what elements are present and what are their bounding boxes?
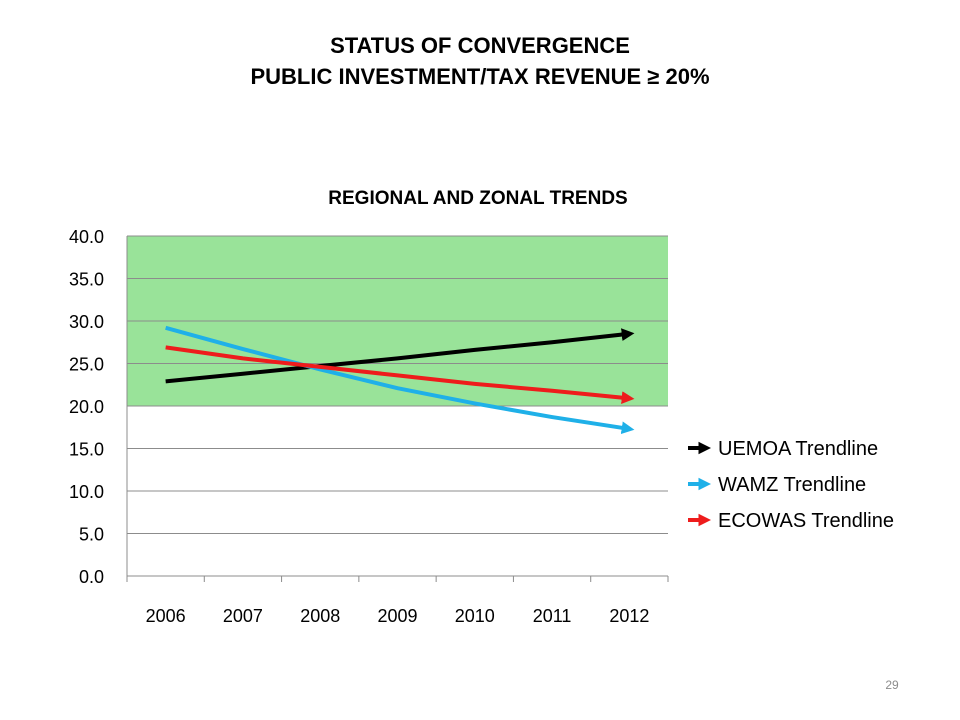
series-line: [165, 325, 635, 435]
y-tick-label: 10.0: [69, 482, 104, 502]
y-tick-label: 0.0: [79, 567, 104, 587]
series-lines: [165, 325, 635, 435]
y-axis: 0.0 5.0 10.0 15.0 20.0 25.0 30.0 35.0 40.0: [69, 227, 128, 587]
x-tick-label: 2007: [223, 606, 263, 626]
x-tick-label: 2010: [455, 606, 495, 626]
y-tick-label: 25.0: [69, 355, 104, 375]
page-number: 29: [885, 678, 899, 692]
legend-label: ECOWAS Trendline: [718, 510, 894, 532]
y-tick-label: 40.0: [69, 227, 104, 247]
series-line: [165, 345, 635, 404]
x-tick-label: 2008: [300, 606, 340, 626]
y-tick-label: 30.0: [69, 312, 104, 332]
legend-label: WAMZ Trendline: [718, 474, 866, 496]
y-tick-label: 5.0: [79, 525, 104, 545]
y-tick-label: 15.0: [69, 440, 104, 460]
x-tick-label: 2012: [609, 606, 649, 626]
gridlines: [127, 235, 668, 577]
chart-title: REGIONAL AND ZONAL TRENDS: [328, 188, 627, 209]
legend: UEMOA Trendline WAMZ Trendline ECOWAS Tren…: [688, 438, 894, 532]
x-axis: 2006 2007 2008 2009 2010 2011 2012: [126, 576, 669, 626]
x-tick-label: 2009: [377, 606, 417, 626]
y-tick-label: 20.0: [69, 397, 104, 417]
slide-title-line-1: STATUS OF CONVERGENCE: [330, 33, 630, 58]
y-tick-label: 35.0: [69, 270, 104, 290]
legend-label: UEMOA Trendline: [718, 438, 878, 460]
series-line: [165, 328, 635, 384]
slide-title: STATUS OF CONVERGENCE PUBLIC INVESTMENT/…: [0, 30, 960, 92]
slide-title-line-2: PUBLIC INVESTMENT/TAX REVENUE ≥ 20%: [250, 64, 710, 89]
x-tick-label: 2011: [533, 606, 572, 626]
x-tick-label: 2006: [146, 606, 186, 626]
